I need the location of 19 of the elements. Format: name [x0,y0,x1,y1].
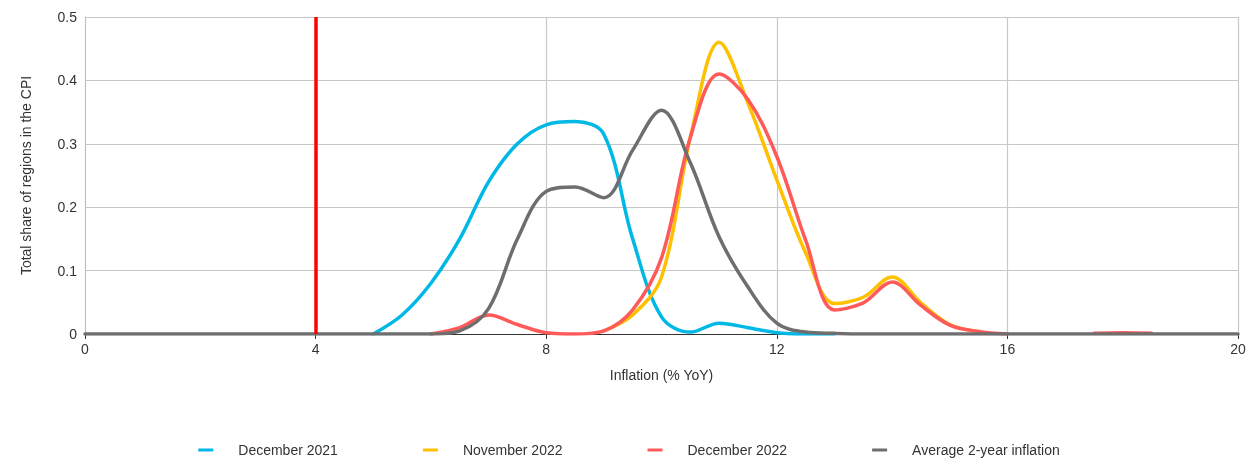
x-axis-title: Inflation (% YoY) [609,367,714,383]
x-tick-label: 12 [769,341,785,357]
legend-label: December 2021 [238,442,339,458]
x-tick-label: 20 [1230,341,1246,357]
legend-label: December 2022 [687,442,788,458]
y-tick-label: 0.2 [57,199,78,216]
x-tick-label: 8 [542,341,551,357]
y-tick-label: 0 [69,326,78,342]
y-tick-label: 0.1 [57,262,78,279]
line-series [83,108,1240,336]
y-tick-label: 0.3 [57,135,78,152]
x-tick-label: 0 [81,341,90,357]
legend-label: Average 2-year inflation [912,442,1060,458]
x-tick-label: 16 [999,341,1016,357]
y-axis-title: Total share of regions in the CPI [18,75,34,276]
y-tick-label: 0.4 [57,72,78,89]
y-tick-label: 0.5 [57,9,78,25]
legend-label: November 2022 [462,442,563,458]
x-tick-label: 4 [311,341,320,357]
